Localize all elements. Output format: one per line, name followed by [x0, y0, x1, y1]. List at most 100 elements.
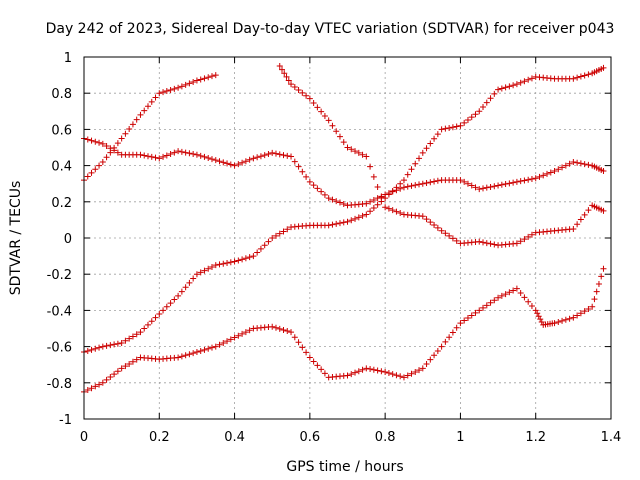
- data-point-marker: [389, 207, 396, 214]
- data-point-marker: [220, 339, 227, 346]
- data-point-marker: [513, 81, 520, 88]
- data-point-marker: [434, 347, 441, 354]
- data-point-marker: [382, 368, 389, 375]
- data-point-marker: [291, 158, 298, 165]
- data-point-marker: [570, 225, 577, 232]
- data-point-marker: [193, 77, 200, 84]
- data-point-marker: [227, 161, 234, 168]
- data-point-marker: [461, 119, 468, 126]
- data-point-marker: [239, 330, 246, 337]
- data-point-marker: [107, 374, 114, 381]
- data-point-marker: [186, 150, 193, 157]
- data-point-marker: [521, 236, 528, 243]
- data-point-marker: [318, 188, 325, 195]
- data-point-marker: [235, 332, 242, 339]
- data-point-marker: [370, 196, 377, 203]
- data-point-marker: [397, 180, 404, 187]
- data-point-marker: [114, 368, 121, 375]
- data-point-marker: [272, 232, 279, 239]
- data-point-marker: [468, 312, 475, 319]
- data-point-marker: [495, 182, 502, 189]
- data-point-marker: [476, 238, 483, 245]
- data-point-marker: [400, 177, 407, 184]
- data-point-marker: [393, 184, 400, 191]
- data-point-marker: [303, 173, 310, 180]
- data-point-marker: [528, 75, 535, 82]
- data-point-marker: [167, 151, 174, 158]
- data-point-marker: [559, 317, 566, 324]
- x-axis-label: GPS time / hours: [286, 459, 403, 475]
- data-point-marker: [374, 195, 381, 202]
- data-point-marker: [141, 152, 148, 159]
- data-point-marker: [382, 195, 389, 202]
- data-point-marker: [431, 178, 438, 185]
- data-point-marker: [600, 168, 607, 175]
- data-point-marker: [231, 162, 238, 169]
- data-point-marker: [598, 273, 605, 280]
- data-point-marker: [419, 213, 426, 220]
- data-point-marker: [276, 63, 283, 70]
- data-point-marker: [442, 338, 449, 345]
- data-point-marker: [566, 160, 573, 167]
- data-point-marker: [562, 162, 569, 169]
- data-point-marker: [476, 186, 483, 193]
- data-point-marker: [513, 178, 520, 185]
- data-point-marker: [534, 310, 541, 317]
- data-point-marker: [551, 168, 558, 175]
- data-point-marker: [570, 75, 577, 82]
- data-point-marker: [340, 219, 347, 226]
- data-point-marker: [126, 360, 133, 367]
- data-point-marker: [178, 353, 185, 360]
- data-point-marker: [137, 329, 144, 336]
- data-point-marker: [182, 352, 189, 359]
- data-point-marker: [212, 262, 219, 269]
- data-point-marker: [310, 99, 317, 106]
- data-point-marker: [269, 235, 276, 241]
- data-point-marker: [378, 198, 385, 205]
- data-point-marker: [205, 154, 212, 161]
- data-point-marker: [107, 145, 114, 152]
- data-point-marker: [88, 169, 95, 176]
- data-point-marker: [536, 173, 543, 180]
- data-point-marker: [374, 367, 381, 374]
- data-point-marker: [577, 310, 584, 317]
- data-point-marker: [348, 217, 355, 224]
- data-point-marker: [111, 371, 118, 378]
- data-point-marker: [99, 343, 106, 350]
- data-point-marker: [284, 226, 291, 233]
- data-point-marker: [446, 124, 453, 131]
- data-point-marker: [577, 216, 584, 223]
- data-point-marker: [333, 220, 340, 227]
- data-point-marker: [216, 261, 223, 268]
- data-point-marker: [521, 78, 528, 85]
- data-point-marker: [141, 107, 148, 114]
- data-point-marker: [480, 185, 487, 192]
- data-point-marker: [581, 211, 588, 218]
- data-point-marker: [487, 183, 494, 190]
- data-point-marker: [585, 207, 592, 214]
- data-point-marker: [355, 149, 362, 156]
- data-point-marker: [216, 341, 223, 348]
- y-tick-label: 0: [64, 232, 72, 247]
- data-point-marker: [224, 160, 231, 167]
- data-point-marker: [88, 137, 95, 144]
- data-point-marker: [535, 313, 542, 320]
- data-point-marker: [502, 291, 509, 298]
- data-point-marker: [487, 95, 494, 102]
- data-point-marker: [122, 130, 129, 137]
- data-point-marker: [419, 180, 426, 187]
- data-point-marker: [408, 182, 415, 189]
- data-point-marker: [468, 114, 475, 121]
- data-point-marker: [84, 173, 91, 180]
- data-point-marker: [363, 200, 370, 207]
- data-point-marker: [190, 350, 197, 357]
- data-point-marker: [299, 89, 306, 96]
- data-point-marker: [254, 154, 261, 161]
- data-point-marker: [385, 370, 392, 377]
- data-point-marker: [581, 72, 588, 79]
- data-point-marker: [416, 181, 423, 188]
- data-point-marker: [502, 84, 509, 91]
- data-point-marker: [566, 315, 573, 322]
- data-point-marker: [299, 168, 306, 175]
- data-point-marker: [152, 94, 159, 101]
